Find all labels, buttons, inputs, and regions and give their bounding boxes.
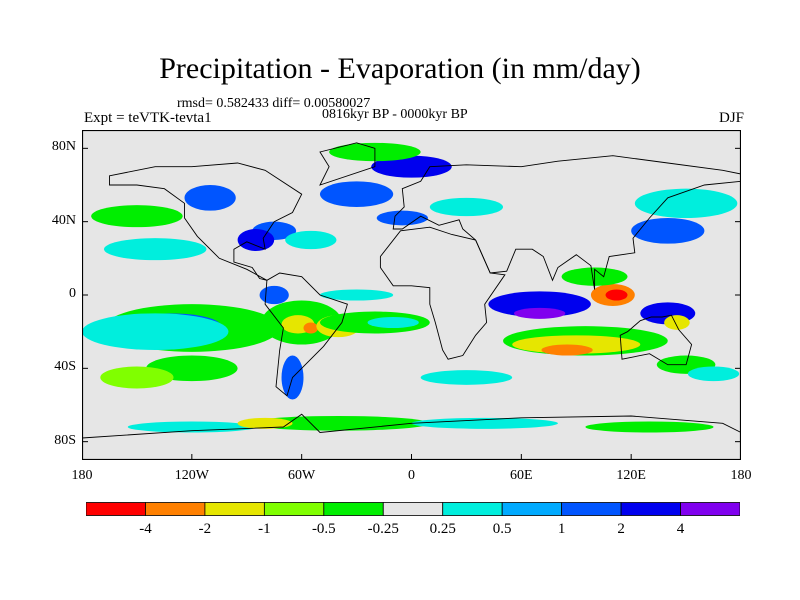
lat-label-0: 80N bbox=[51, 139, 76, 155]
lon-label-3: 0 bbox=[408, 468, 415, 483]
coastline-0 bbox=[109, 162, 303, 281]
lon-label-2: 60W bbox=[288, 468, 316, 483]
colorbar-box-8 bbox=[561, 502, 622, 516]
anomaly-region-41 bbox=[246, 416, 430, 431]
lon-label-6: 180 bbox=[730, 468, 752, 483]
experiment-label: Expt = teVTK-tevta1 bbox=[84, 110, 212, 126]
anomaly-region-40 bbox=[420, 370, 513, 385]
colorbar-label-7: 1 bbox=[557, 521, 566, 537]
colorbar-box-0 bbox=[86, 502, 146, 516]
anomaly-region-13 bbox=[319, 289, 394, 301]
anomaly-region-19 bbox=[237, 229, 275, 251]
lat-label-1: 40N bbox=[51, 212, 76, 228]
lon-label-1: 120W bbox=[174, 468, 209, 483]
anomaly-region-39 bbox=[687, 366, 740, 382]
anomaly-region-45 bbox=[237, 417, 293, 429]
anomaly-region-11 bbox=[367, 317, 419, 328]
anomaly-region-44 bbox=[585, 421, 714, 433]
colorbar-box-7 bbox=[501, 502, 563, 516]
coastline-5 bbox=[319, 142, 376, 186]
colorbar-label-3: -0.5 bbox=[311, 521, 336, 537]
anomaly-region-21 bbox=[319, 181, 394, 207]
colorbar-box-6 bbox=[442, 502, 503, 516]
anomaly-region-5 bbox=[100, 366, 174, 389]
anomaly-region-12 bbox=[259, 285, 289, 305]
anomaly-region-16 bbox=[91, 205, 183, 228]
anomaly-region-25 bbox=[429, 197, 504, 217]
anomaly-region-8 bbox=[303, 322, 319, 334]
anomaly-region-3 bbox=[82, 313, 229, 350]
colorbar-label-6: 0.5 bbox=[492, 521, 512, 537]
anomaly-region-30 bbox=[541, 344, 593, 356]
anomaly-region-17 bbox=[184, 185, 236, 211]
map-ticks bbox=[82, 147, 741, 460]
colorbar bbox=[86, 502, 740, 516]
colorbar-box-9 bbox=[620, 502, 681, 516]
anomaly-region-32 bbox=[605, 289, 628, 301]
coastlines bbox=[82, 142, 741, 460]
lat-label-2: 0 bbox=[69, 286, 76, 301]
colorbar-label-9: 4 bbox=[676, 521, 685, 537]
colorbar-label-0: -4 bbox=[139, 521, 152, 537]
colorbar-box-5 bbox=[382, 502, 444, 516]
colorbar-label-1: -2 bbox=[198, 521, 212, 537]
anomaly-region-27 bbox=[514, 307, 566, 319]
period-label: 0816kyr BP - 0000kyr BP bbox=[322, 107, 468, 122]
colorbar-label-2: -1 bbox=[258, 521, 271, 537]
season-label: DJF bbox=[718, 110, 744, 126]
coastline-6 bbox=[82, 413, 741, 460]
anomaly-region-22 bbox=[371, 155, 452, 178]
anomaly-region-36 bbox=[634, 188, 738, 218]
lon-label-0: 180 bbox=[71, 468, 93, 483]
colorbar-box-10 bbox=[680, 502, 740, 516]
coastline-1 bbox=[264, 272, 348, 397]
colorbar-box-1 bbox=[145, 502, 206, 516]
map-background bbox=[82, 130, 741, 460]
plot-title: Precipitation - Evaporation (in mm/day) bbox=[159, 52, 641, 85]
colorbar-label-8: 2 bbox=[617, 521, 625, 537]
stats-label: rmsd= 0.582433 diff= 0.00580027 bbox=[177, 96, 371, 111]
anomaly-region-35 bbox=[631, 218, 705, 244]
anomaly-region-24 bbox=[376, 210, 428, 226]
colorbar-label-5: 0.25 bbox=[429, 521, 456, 537]
anomaly-region-34 bbox=[664, 315, 690, 330]
anomaly-region-15 bbox=[103, 238, 207, 261]
anomaly-region-42 bbox=[411, 417, 558, 429]
lat-label-4: 80S bbox=[54, 432, 76, 448]
lon-label-4: 60E bbox=[510, 468, 533, 483]
anomaly-region-20 bbox=[285, 230, 337, 250]
anomaly-region-26 bbox=[488, 291, 591, 317]
coastline-3 bbox=[379, 226, 506, 360]
colorbar-box-4 bbox=[323, 502, 384, 516]
colorbar-box-3 bbox=[263, 502, 325, 516]
map-panel bbox=[82, 130, 741, 460]
coastline-4 bbox=[619, 314, 693, 366]
colorbar-box-2 bbox=[204, 502, 265, 516]
colorbar-label-4: -0.25 bbox=[367, 521, 399, 537]
lon-label-5: 120E bbox=[616, 468, 646, 483]
lat-label-3: 40S bbox=[54, 359, 76, 375]
anomaly-regions bbox=[82, 142, 740, 433]
